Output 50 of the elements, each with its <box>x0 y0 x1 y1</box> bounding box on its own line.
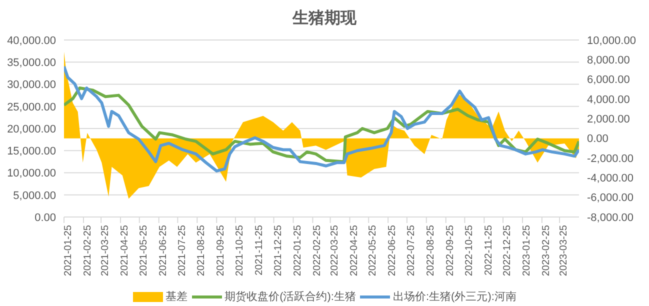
chart-title: 生猪期现 <box>291 8 358 29</box>
legend-label: 期货收盘价(活跃合约):生猪 <box>224 290 356 304</box>
y-tick-label: 15,000.00 <box>7 146 56 158</box>
x-tick-label: 2021-06-25 <box>158 224 169 276</box>
y-tick-label: 5,000.00 <box>13 190 56 202</box>
legend-label: 出场价:生猪(外三元):河南 <box>392 290 516 304</box>
y-tick-label: 10,000.00 <box>7 168 56 180</box>
x-tick-label: 2022-03-25 <box>329 224 340 276</box>
x-tick-label: 2022-04-25 <box>348 224 360 276</box>
x-tick-label: 2021-08-25 <box>196 224 208 276</box>
x-tick-label: 2021-03-25 <box>100 224 112 276</box>
y-tick-label: 20,000.00 <box>7 123 56 136</box>
x-tick-label: 2022-11-25 <box>483 224 494 276</box>
x-tick-label: 2022-12-25 <box>502 224 514 276</box>
x-tick-label: 2022-01-25 <box>292 224 304 276</box>
legend-label: 基差 <box>166 290 188 304</box>
x-tick-label: 2021-01-25 <box>63 224 74 276</box>
y2-tick-label: 8,000.00 <box>587 54 630 67</box>
x-tick-label: 2023-03-25 <box>558 224 570 276</box>
y-tick-label: 30,000.00 <box>7 79 56 92</box>
x-tick-label: 2021-07-25 <box>176 224 188 276</box>
y-tick-label: 35,000.00 <box>7 57 56 70</box>
y2-tick-label: 4,000.00 <box>587 94 630 106</box>
y-tick-label: 0.00 <box>34 212 56 224</box>
y2-tick-label: 2,000.00 <box>587 114 630 126</box>
y-tick-label: 40,000.00 <box>7 34 56 47</box>
x-tick-label: 2021-04-25 <box>120 224 131 276</box>
y2-tick-label: -8,000.00 <box>587 212 634 224</box>
y2-tick-label: 10,000.00 <box>587 34 636 47</box>
x-tick-label: 2021-09-25 <box>216 224 227 276</box>
x-tick-label: 2022-10-25 <box>464 224 475 276</box>
y2-tick-label: -6,000.00 <box>587 192 634 204</box>
x-tick-label: 2022-09-25 <box>444 224 456 276</box>
x-tick-label: 2022-06-25 <box>387 224 398 276</box>
y2-tick-label: 6,000.00 <box>587 74 630 86</box>
x-tick-label: 2021-12-25 <box>272 224 284 276</box>
y2-tick-label: -4,000.00 <box>587 172 634 185</box>
x-tick-label: 2022-07-25 <box>406 224 418 276</box>
x-tick-label: 2022-02-25 <box>312 224 323 276</box>
x-tick-label: 2021-10-25 <box>234 224 246 276</box>
x-tick-label: 2021-02-25 <box>82 224 94 276</box>
x-tick-label: 2021-11-25 <box>254 224 266 276</box>
x-tick-label: 2022-08-25 <box>425 224 436 276</box>
x-tick-label: 2021-05-25 <box>138 224 150 276</box>
y2-tick-label: -2,000.00 <box>587 152 634 165</box>
y-tick-label: 25,000.00 <box>7 101 56 114</box>
x-tick-label: 2023-02-25 <box>541 224 552 276</box>
x-tick-label: 2022-05-25 <box>368 224 379 276</box>
y2-tick-label: 0.00 <box>587 133 608 146</box>
x-tick-label: 2023-01-25 <box>522 224 533 276</box>
